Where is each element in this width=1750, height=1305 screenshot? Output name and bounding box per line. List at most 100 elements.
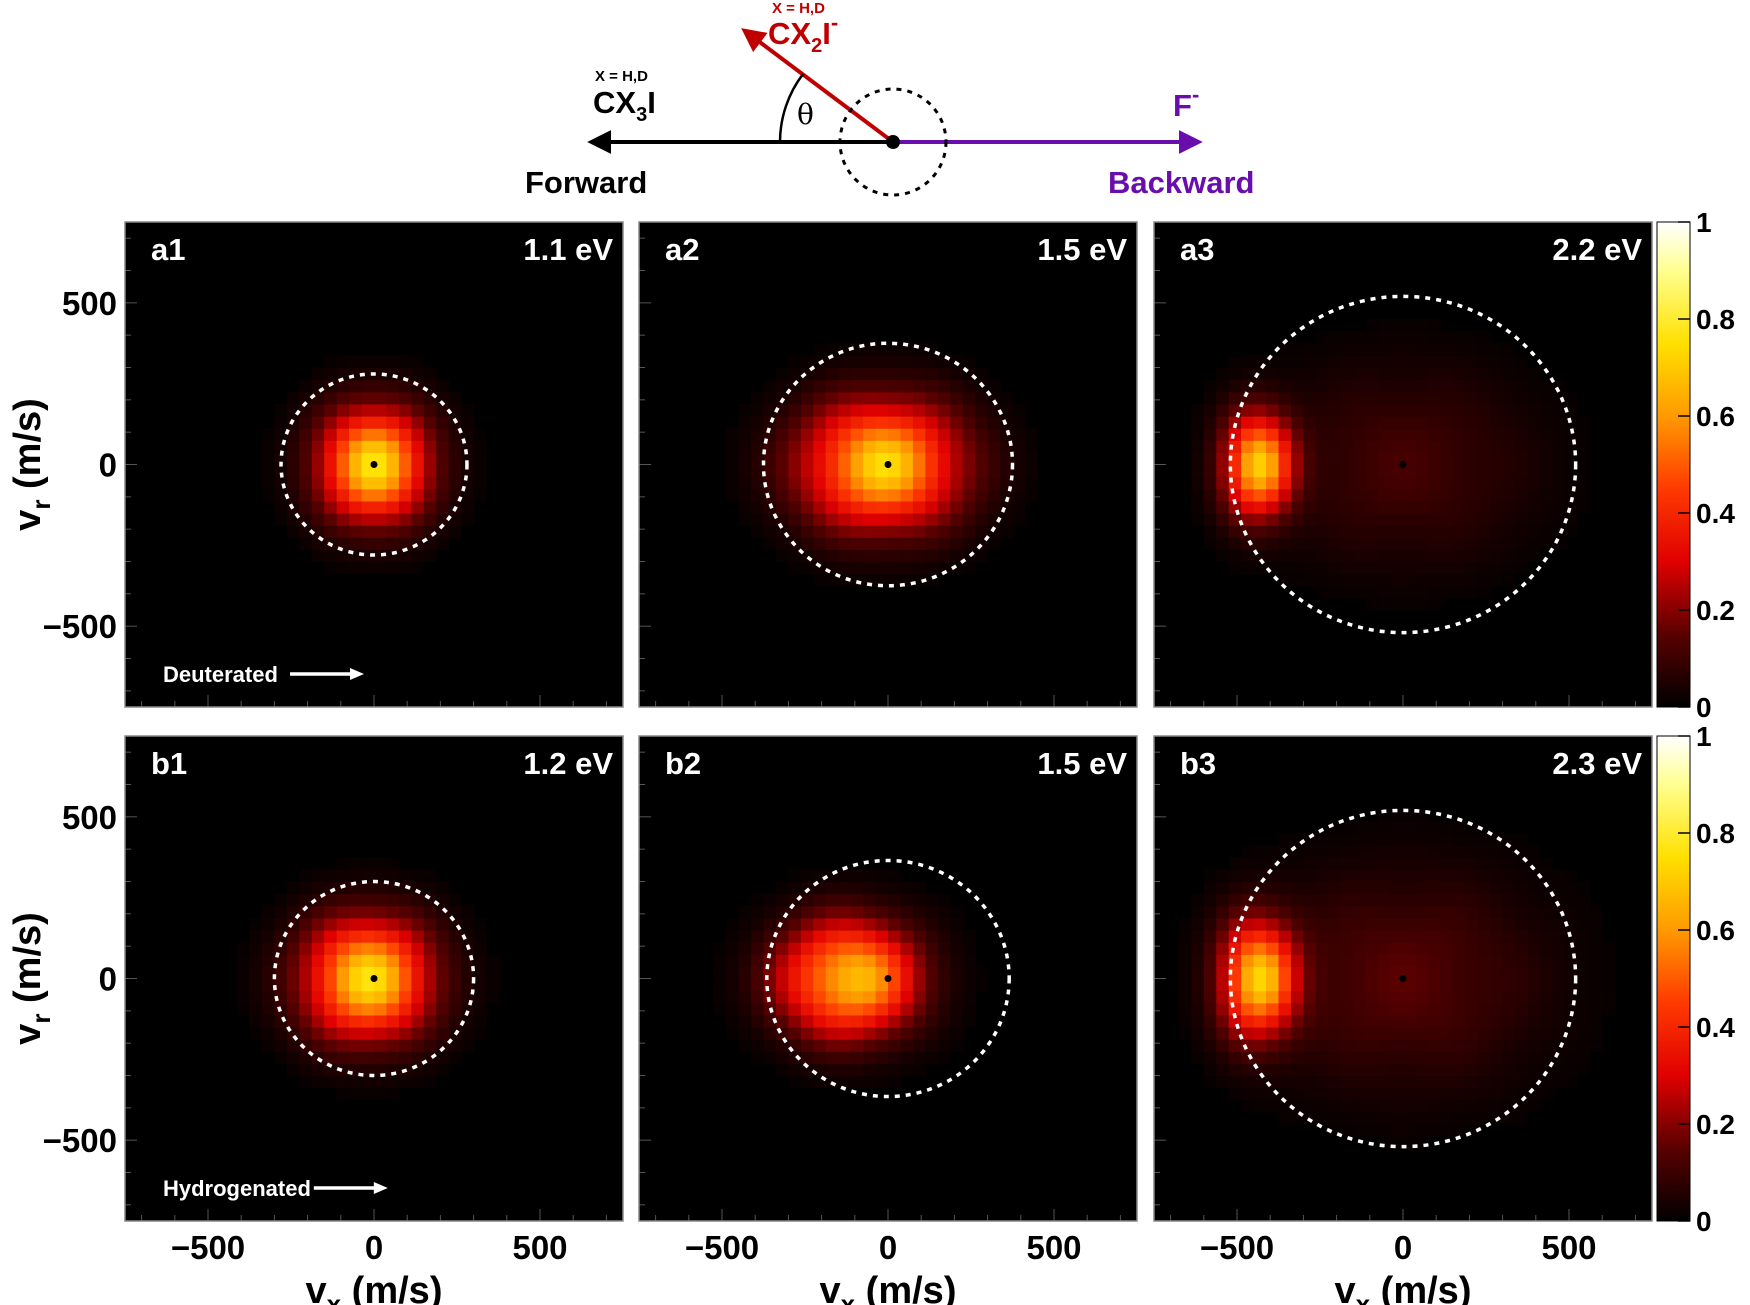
heatmap-bin xyxy=(311,549,325,563)
heatmap-bin xyxy=(900,1014,914,1028)
heatmap-bin xyxy=(1024,464,1038,478)
heatmap-bin xyxy=(1465,1051,1479,1064)
heatmap-bin xyxy=(850,1075,864,1089)
heatmap-bin xyxy=(1515,416,1529,429)
heatmap-bin xyxy=(751,1002,765,1016)
heatmap-bin xyxy=(261,930,275,943)
heatmap-bin xyxy=(987,452,1001,466)
heatmap-bin xyxy=(336,1027,350,1040)
heatmap-bin xyxy=(436,954,450,967)
heatmap-bin xyxy=(900,930,914,943)
heatmap-bin xyxy=(1539,513,1553,526)
heatmap-bin xyxy=(925,367,939,381)
heatmap-bin xyxy=(1378,319,1392,332)
f-label: F xyxy=(1173,88,1192,123)
heatmap-bin xyxy=(1477,1087,1491,1101)
heatmap-bin xyxy=(1191,1002,1205,1016)
heatmap-bin xyxy=(1378,1087,1392,1101)
heatmap-bin xyxy=(713,954,727,967)
heatmap-bin xyxy=(473,476,487,490)
heatmap-bin xyxy=(1452,355,1466,369)
heatmap-bin xyxy=(1378,1027,1392,1040)
heatmap-bin xyxy=(1440,966,1454,980)
heatmap-bin xyxy=(788,440,802,453)
heatmap-bin xyxy=(1427,893,1441,907)
heatmap-bin xyxy=(398,500,412,514)
heatmap-bin xyxy=(1477,1014,1491,1028)
heatmap-bin xyxy=(1465,573,1479,587)
heatmap-bin xyxy=(386,561,400,575)
heatmap-bin xyxy=(863,978,877,992)
heatmap-bin xyxy=(386,954,400,967)
heatmap-bin xyxy=(1340,476,1354,490)
heatmap-bin xyxy=(900,881,914,895)
heatmap-bin xyxy=(324,1051,338,1064)
heatmap-bin xyxy=(950,488,964,502)
heatmap-bin xyxy=(1452,379,1466,393)
heatmap-bin xyxy=(1290,537,1304,550)
heatmap-bin xyxy=(1564,500,1578,514)
heatmap-bin xyxy=(1328,343,1342,356)
heatmap-bin xyxy=(1266,403,1280,417)
heatmap-bin xyxy=(398,1051,412,1064)
heatmap-bin xyxy=(1328,561,1342,575)
heatmap-bin xyxy=(361,513,375,526)
heatmap-bin xyxy=(436,537,450,550)
heatmap-bin xyxy=(950,561,964,575)
heatmap-bin xyxy=(850,549,864,563)
heatmap-bin xyxy=(1340,857,1354,870)
heatmap-bin xyxy=(850,428,864,441)
heatmap-bin xyxy=(311,869,325,883)
heatmap-bin xyxy=(1539,379,1553,393)
heatmap-bin xyxy=(398,990,412,1004)
heatmap-bin xyxy=(975,464,989,478)
heatmap-bin xyxy=(436,428,450,441)
heatmap-bin xyxy=(1577,1014,1591,1028)
heatmap-bin xyxy=(448,1039,462,1052)
heatmap-bin xyxy=(1577,917,1591,931)
heatmap-bin xyxy=(813,549,827,563)
heatmap-bin xyxy=(374,452,388,466)
heatmap-bin xyxy=(1203,942,1217,955)
heatmap-bin xyxy=(286,966,300,980)
heatmap-bin xyxy=(888,343,902,356)
heatmap-bin xyxy=(813,930,827,943)
heatmap-bin xyxy=(1328,585,1342,599)
heatmap-bin xyxy=(1390,942,1404,955)
heatmap-bin xyxy=(299,905,313,919)
heatmap-bin xyxy=(1315,1002,1329,1016)
heatmap-bin xyxy=(763,403,777,417)
heatmap-bin xyxy=(1203,440,1217,453)
heatmap-bin xyxy=(775,990,789,1004)
heatmap-bin xyxy=(1602,942,1616,955)
heatmap-bin xyxy=(863,476,877,490)
heatmap-bin xyxy=(1403,428,1417,441)
heatmap-bin xyxy=(1378,1075,1392,1089)
x-axis-label-main: v xyxy=(820,1270,841,1305)
heatmap-bin xyxy=(763,1027,777,1040)
heatmap-bin xyxy=(1303,1087,1317,1101)
heatmap-bin xyxy=(448,1014,462,1028)
heatmap-bin xyxy=(751,452,765,466)
heatmap-bin xyxy=(1552,954,1566,967)
heatmap-bin xyxy=(1178,942,1192,955)
heatmap-bin xyxy=(374,905,388,919)
heatmap-bin xyxy=(1390,881,1404,895)
heatmap-bin xyxy=(1012,403,1026,417)
heatmap-bin xyxy=(788,990,802,1004)
heatmap-bin xyxy=(423,513,437,526)
heatmap-bin xyxy=(1452,525,1466,538)
heatmap-bin xyxy=(1216,440,1230,453)
heatmap-bin xyxy=(738,917,752,931)
heatmap-bin xyxy=(1452,403,1466,417)
heatmap-bin xyxy=(726,930,740,943)
heatmap-bin xyxy=(788,391,802,405)
heatmap-bin xyxy=(1228,440,1242,453)
heatmap-bin xyxy=(1203,1051,1217,1064)
heatmap-bin xyxy=(1353,917,1367,931)
heatmap-bin xyxy=(1315,1087,1329,1101)
heatmap-bin xyxy=(386,869,400,883)
heatmap-bin xyxy=(1290,476,1304,490)
heatmap-bin xyxy=(1353,331,1367,344)
